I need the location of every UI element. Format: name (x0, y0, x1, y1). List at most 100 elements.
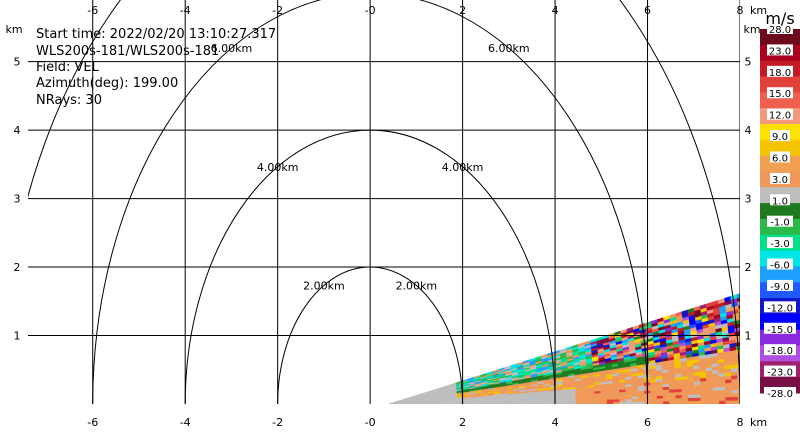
velocity-gate (736, 293, 740, 299)
colorbar-label: 1.0 (772, 196, 788, 207)
colorbar-label: 28.0 (769, 25, 791, 36)
colorbar-label-bg (767, 237, 793, 249)
x-tick-label-bottom: -2 (272, 416, 283, 429)
velocity-gate (687, 397, 695, 402)
colorbar-label-bg (770, 194, 790, 206)
velocity-gate (712, 383, 720, 388)
velocity-gate (706, 383, 714, 388)
velocity-gate (613, 396, 620, 400)
velocity-gate (725, 386, 732, 391)
velocity-gate (556, 401, 564, 404)
velocity-gate (731, 378, 739, 383)
velocity-gate (706, 400, 714, 404)
velocity-gate (600, 401, 608, 404)
colorbar-label: -1.0 (770, 218, 790, 229)
velocity-gate (631, 398, 639, 402)
velocity-gate (681, 394, 689, 399)
velocity-gate (613, 401, 620, 404)
velocity-gate (656, 395, 664, 399)
velocity-gate (731, 382, 739, 387)
colorbar-label: -15.0 (767, 325, 793, 336)
velocity-gate (638, 398, 645, 402)
colorbar: 28.0 23.0 18.0 15.0 12.0 9.0 6.0 3.0 1.0 -1.0 -3.0… (760, 9, 800, 400)
velocity-gate (725, 393, 733, 398)
y-tick-label-left: 1 (14, 330, 21, 343)
velocity-gate (681, 400, 689, 404)
velocity-gate (712, 400, 720, 404)
velocity-gate (712, 393, 720, 398)
velocity-gate (631, 401, 639, 404)
velocity-gate (581, 401, 589, 404)
colorbar-label-bg (767, 279, 793, 291)
velocity-gate (656, 392, 664, 396)
velocity-gate (700, 400, 708, 404)
velocity-gate (731, 392, 739, 398)
colorbar-label-bg (764, 365, 796, 377)
colorbar-label-bg (767, 258, 793, 270)
range-ring-label: 6.00km (211, 42, 253, 55)
velocity-gate (700, 397, 708, 401)
colorbar-label-bg (770, 130, 790, 142)
y-tick-label-right: 4 (745, 124, 752, 137)
velocity-gate (725, 396, 733, 401)
velocity-gate (656, 400, 664, 404)
velocity-gate (694, 397, 701, 402)
velocity-gate (700, 384, 707, 389)
colorbar-label: 9.0 (772, 132, 788, 143)
velocity-gate (736, 296, 740, 302)
colorbar-label-bg (764, 344, 796, 356)
grid-lines (28, 0, 740, 404)
velocity-gate (734, 326, 740, 333)
velocity-sector (388, 293, 740, 404)
velocity-gate (700, 387, 708, 392)
velocity-gate (725, 389, 733, 394)
range-ring-label: 4.00km (442, 161, 484, 174)
velocity-gate (581, 399, 589, 403)
y-tick-label-left: 2 (14, 261, 21, 274)
velocity-gate (588, 399, 595, 403)
velocity-gate (637, 393, 645, 397)
velocity-gate (638, 395, 645, 400)
velocity-gate (625, 396, 633, 400)
velocity-gate (712, 396, 720, 401)
x-tick-label-top: -2 (272, 4, 283, 17)
x-unit-top: km (750, 4, 767, 17)
x-tick-label-top: 8 (737, 4, 744, 17)
velocity-gate (606, 396, 614, 400)
colorbar-label-bg (764, 387, 796, 398)
velocity-gate (675, 391, 683, 396)
start-time-text: Start time: 2022/02/20 13:10:27.317 (36, 27, 277, 42)
colorbar-label: -12.0 (767, 303, 793, 314)
range-ring (277, 266, 464, 404)
velocity-gate (669, 388, 676, 393)
range-ring (92, 0, 649, 404)
velocity-gate (675, 397, 683, 402)
velocity-gate (575, 401, 583, 404)
velocity-gate (706, 390, 714, 395)
velocity-gate (675, 394, 683, 399)
velocity-gate (606, 399, 614, 402)
colorbar-swatch (760, 329, 800, 347)
velocity-gate (675, 400, 683, 404)
velocity-gate (706, 387, 714, 392)
velocity-gate (669, 391, 676, 396)
velocity-gate (663, 400, 670, 404)
x-unit-bottom: km (750, 416, 767, 429)
velocity-gate (569, 401, 577, 404)
velocity-gate (669, 394, 676, 399)
range-rings (28, 0, 740, 404)
colorbar-label: -18.0 (767, 346, 793, 357)
velocity-gate (712, 390, 720, 395)
y-tick-label-right: 1 (745, 330, 752, 343)
x-tick-label-bottom: 8 (737, 416, 744, 429)
velocity-gate (719, 396, 726, 401)
velocity-gate (687, 387, 695, 392)
x-tick-label-top: 6 (644, 4, 651, 17)
range-ring (184, 129, 556, 404)
velocity-gate (619, 401, 627, 404)
velocity-gate (700, 393, 708, 398)
x-tick-label-bottom: 2 (459, 416, 466, 429)
velocity-gate (619, 398, 626, 402)
velocity-gate (719, 400, 726, 404)
y-tick-label-left: 3 (14, 193, 21, 206)
